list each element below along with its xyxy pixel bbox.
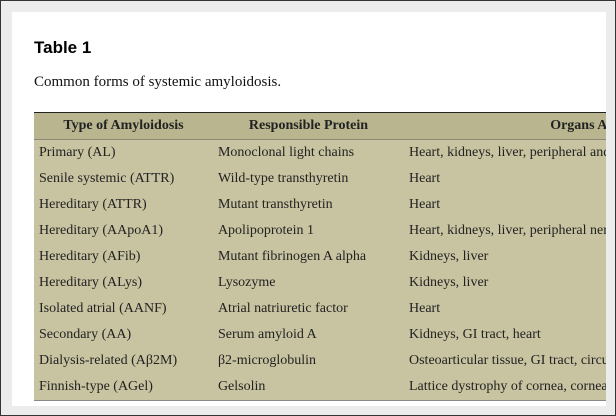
cell-protein: β2-microglobulin bbox=[217, 353, 317, 368]
cell-organs: Kidneys, GI tract, heart bbox=[409, 327, 541, 342]
table-row: Hereditary (AApoA1) Apolipoprotein 1 Heart… bbox=[34, 218, 606, 244]
table-row: Dialysis-related (Aβ2M) β2-microglobulin O… bbox=[34, 348, 606, 374]
cell-protein: Monoclonal light chains bbox=[217, 145, 355, 160]
cell-organs: Heart, kidneys, liver, peripheral nervou… bbox=[409, 223, 606, 238]
header-row: Type of Amyloidosis Responsible Protein … bbox=[34, 112, 606, 140]
cell-type: Primary (AL) bbox=[39, 145, 116, 160]
table-title: Table 1 bbox=[34, 38, 92, 57]
cell-organs: Heart bbox=[409, 301, 441, 316]
cell-type: Isolated atrial (AANF) bbox=[39, 301, 167, 316]
cell-type: Hereditary (AApoA1) bbox=[39, 223, 164, 238]
table-row: Isolated atrial (AANF) Atrial natriuretic… bbox=[34, 296, 606, 322]
cell-type: Secondary (AA) bbox=[39, 327, 132, 342]
cell-type: Hereditary (ALys) bbox=[39, 275, 143, 290]
cell-organs: Osteoarticular tissue, GI tract, circula… bbox=[409, 353, 606, 368]
cell-organs: Heart, kidneys, liver, peripheral and au… bbox=[409, 145, 606, 160]
table-row: Finnish-type (AGel) Gelsolin Lattice dystr… bbox=[34, 374, 606, 401]
cell-protein: Mutant fibrinogen A alpha bbox=[217, 249, 367, 264]
table-row: Secondary (AA) Serum amyloid A Kidneys, GI… bbox=[34, 322, 606, 348]
table-row: Senile systemic (ATTR) Wild-type transthy… bbox=[34, 166, 606, 192]
table-row: Hereditary (ALys) Lysozyme Kidneys, liver bbox=[34, 270, 606, 296]
cell-type: Finnish-type (AGel) bbox=[39, 379, 153, 394]
table-row: Hereditary (AFib) Mutant fibrinogen A alp… bbox=[34, 244, 606, 270]
table-caption: Common forms of systemic amyloidosis. bbox=[34, 74, 282, 90]
cell-protein: Mutant transthyretin bbox=[217, 197, 333, 212]
cell-protein: Gelsolin bbox=[217, 379, 266, 394]
cell-organs: Lattice dystrophy of cornea, corneal neu… bbox=[409, 379, 606, 394]
header-protein: Responsible Protein bbox=[248, 118, 369, 133]
cell-type: Hereditary (AFib) bbox=[39, 249, 141, 264]
table-row: Primary (AL) Monoclonal light chains Heart… bbox=[34, 139, 606, 166]
content-panel: Table 1 Common forms of systemic amyloid… bbox=[12, 12, 606, 406]
cell-protein: Lysozyme bbox=[217, 275, 276, 290]
table-container[interactable]: Type of Amyloidosis Responsible Protein … bbox=[34, 112, 606, 401]
cell-type: Dialysis-related (Aβ2M) bbox=[39, 353, 178, 368]
cell-protein: Atrial natriuretic factor bbox=[217, 301, 348, 316]
header-organs: Organs Affected bbox=[550, 118, 606, 133]
cell-type: Hereditary (ATTR) bbox=[39, 197, 147, 212]
cell-protein: Wild-type transthyretin bbox=[217, 171, 349, 186]
cell-protein: Serum amyloid A bbox=[217, 327, 317, 342]
cell-protein: Apolipoprotein 1 bbox=[217, 223, 314, 238]
table-row: Hereditary (ATTR) Mutant transthyretin Hea… bbox=[34, 192, 606, 218]
amyloidosis-table: Type of Amyloidosis Responsible Protein … bbox=[34, 112, 606, 401]
cell-organs: Kidneys, liver bbox=[409, 275, 489, 290]
header-type: Type of Amyloidosis bbox=[63, 118, 184, 133]
cell-organs: Kidneys, liver bbox=[409, 249, 489, 264]
cell-organs: Heart bbox=[409, 171, 441, 186]
cell-organs: Heart bbox=[409, 197, 441, 212]
cell-type: Senile systemic (ATTR) bbox=[39, 171, 175, 186]
